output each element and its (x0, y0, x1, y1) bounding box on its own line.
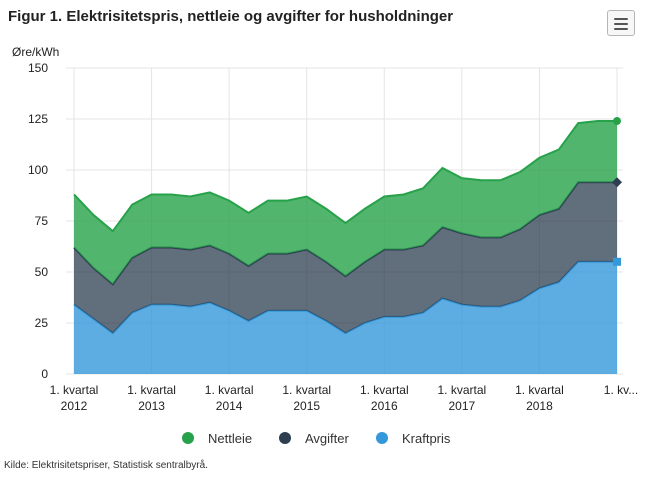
chart-menu-button[interactable] (607, 10, 635, 36)
area-avgifter (74, 182, 617, 334)
legend-item-nettleie[interactable]: Nettleie (182, 431, 252, 446)
x-tick-label: 1. kvartal 2016 (360, 383, 409, 413)
legend-symbol-icon (182, 432, 194, 444)
x-tick-label: 1. kvartal 2013 (127, 383, 176, 413)
hamburger-menu-icon (614, 18, 628, 20)
y-axis-ticks: 0 25 50 75 100 125 150 (28, 61, 48, 381)
marker-nettleie[interactable] (613, 117, 621, 126)
legend-item-kraftpris[interactable]: Kraftpris (376, 431, 451, 446)
x-tick-label: 1. kvartal 2017 (438, 383, 487, 413)
y-tick-label: 25 (35, 316, 49, 330)
y-tick-label: 125 (28, 112, 48, 126)
legend-label: Avgifter (305, 431, 350, 446)
hamburger-menu-icon-bar (614, 23, 628, 25)
y-tick-label: 50 (35, 265, 49, 279)
x-tick-label: 1. kv... (604, 383, 638, 397)
legend-item-avgifter[interactable]: Avgifter (279, 431, 350, 446)
area-kraftpris (74, 261, 617, 374)
marker-avgifter[interactable] (612, 177, 622, 188)
legend: Nettleie Avgifter Kraftpris (182, 431, 451, 446)
y-axis-label: Øre/kWh (12, 45, 59, 59)
source-note: Kilde: Elektrisitetspriser, Statistisk s… (4, 460, 208, 471)
x-axis-ticks: 1. kvartal 2012 1. kvartal 2013 1. kvartal 20… (50, 383, 639, 413)
legend-symbol-icon (279, 432, 291, 444)
marker-kraftpris[interactable] (613, 257, 621, 266)
y-tick-label: 150 (28, 61, 48, 75)
area-series (73, 120, 617, 374)
x-tick-label: 1. kvartal 2015 (282, 383, 331, 413)
y-tick-label: 0 (41, 367, 48, 381)
legend-label: Kraftpris (402, 431, 451, 446)
x-tick-label: 1. kvartal 2018 (515, 383, 564, 413)
x-tick-label: 1. kvartal 2012 (50, 383, 99, 413)
legend-label: Nettleie (208, 431, 252, 446)
hamburger-menu-icon-bar (614, 28, 628, 30)
chart-title: Figur 1. Elektrisitetspris, nettleie og … (8, 8, 454, 25)
legend-symbol-icon (376, 432, 388, 444)
area-nettleie (74, 121, 617, 285)
x-tick-label: 1. kvartal 2014 (205, 383, 254, 413)
series-end-markers (612, 117, 622, 266)
y-tick-label: 100 (28, 163, 48, 177)
y-tick-label: 75 (35, 214, 49, 228)
line-nettleie (73, 120, 617, 233)
